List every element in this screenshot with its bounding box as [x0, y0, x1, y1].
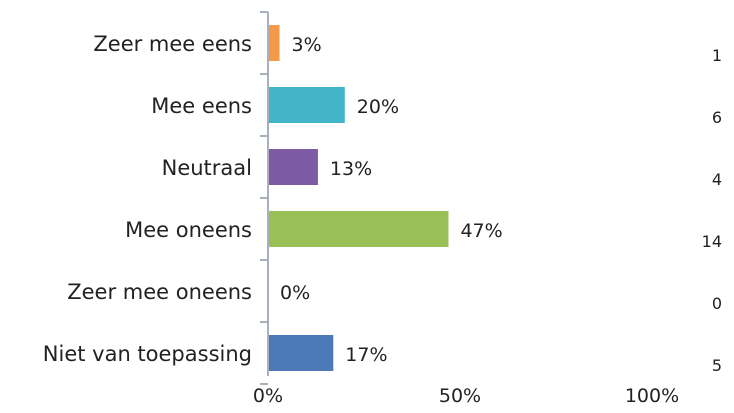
axis-layer — [260, 11, 269, 385]
labels-layer: Zeer mee eens 3% 1 Mee eens 20% 6 Neutraal 13% 4… — [43, 32, 722, 407]
count-label: 6 — [712, 108, 722, 127]
x-tick-label: 0% — [253, 385, 283, 407]
category-label: Niet van toepassing — [43, 342, 252, 366]
category-label: Zeer mee eens — [93, 32, 252, 56]
category-label: Zeer mee oneens — [67, 280, 252, 304]
bar-4 — [268, 211, 449, 247]
category-label: Mee oneens — [125, 218, 252, 242]
value-label: 0% — [280, 282, 310, 304]
count-label: 14 — [702, 232, 722, 251]
count-label: 4 — [712, 170, 722, 189]
category-label: Mee eens — [151, 94, 252, 118]
bars-layer — [268, 25, 449, 371]
value-label: 20% — [357, 96, 399, 118]
value-label: 3% — [292, 34, 322, 56]
x-tick-label: 50% — [439, 385, 481, 407]
count-label: 1 — [712, 46, 722, 65]
x-tick-label: 100% — [625, 385, 679, 407]
bar-2 — [268, 87, 345, 123]
bar-6 — [268, 335, 334, 371]
bar-1 — [268, 25, 280, 61]
value-label: 13% — [330, 158, 372, 180]
value-label: 17% — [345, 344, 387, 366]
category-label: Neutraal — [162, 156, 252, 180]
value-label: 47% — [460, 220, 502, 242]
count-label: 0 — [712, 294, 722, 313]
bar-3 — [268, 149, 318, 185]
count-label: 5 — [712, 356, 722, 375]
